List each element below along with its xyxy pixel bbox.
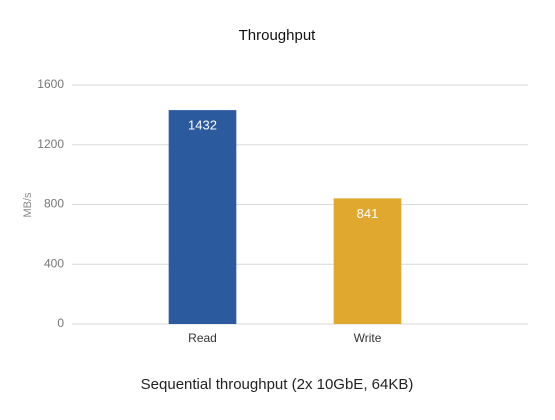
data-label: 841 — [357, 206, 379, 221]
y-tick-label: 0 — [57, 316, 64, 330]
y-tick-label: 1200 — [37, 137, 64, 151]
chart-title: Throughput — [239, 27, 317, 44]
bar — [333, 198, 402, 324]
x-axis-label: Sequential throughput (2x 10GbE, 64KB) — [141, 376, 414, 393]
y-tick-label: 400 — [44, 256, 64, 270]
y-tick-label: 1600 — [37, 77, 64, 91]
y-tick-label: 800 — [44, 197, 64, 211]
x-tick-label: Read — [188, 331, 217, 345]
y-axis-label: MB/s — [22, 192, 34, 218]
data-label: 1432 — [188, 118, 217, 133]
bar — [168, 110, 237, 324]
x-tick-label: Write — [354, 331, 382, 345]
